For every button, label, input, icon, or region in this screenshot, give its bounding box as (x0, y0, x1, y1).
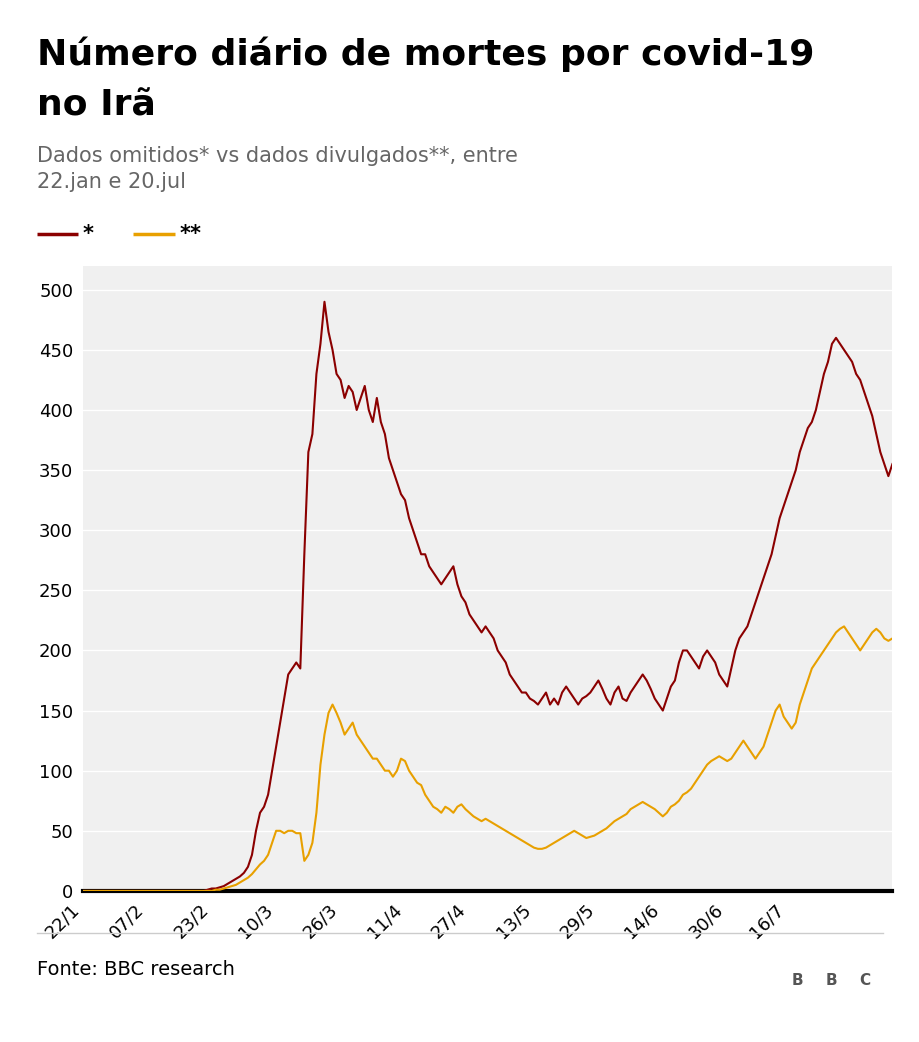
Text: Dados omitidos* vs dados divulgados**, entre
22.jan e 20.jul: Dados omitidos* vs dados divulgados**, e… (37, 146, 517, 193)
Text: C: C (858, 973, 869, 988)
Text: *: * (83, 224, 94, 245)
Text: B: B (791, 973, 802, 988)
Text: no Irã: no Irã (37, 89, 155, 123)
Text: **: ** (179, 224, 201, 245)
Text: Número diário de mortes por covid-19: Número diário de mortes por covid-19 (37, 36, 813, 72)
Bar (816, 953, 845, 1008)
Bar (782, 953, 811, 1008)
Text: B: B (824, 973, 836, 988)
Text: Fonte: BBC research: Fonte: BBC research (37, 960, 234, 978)
Bar (849, 953, 879, 1008)
